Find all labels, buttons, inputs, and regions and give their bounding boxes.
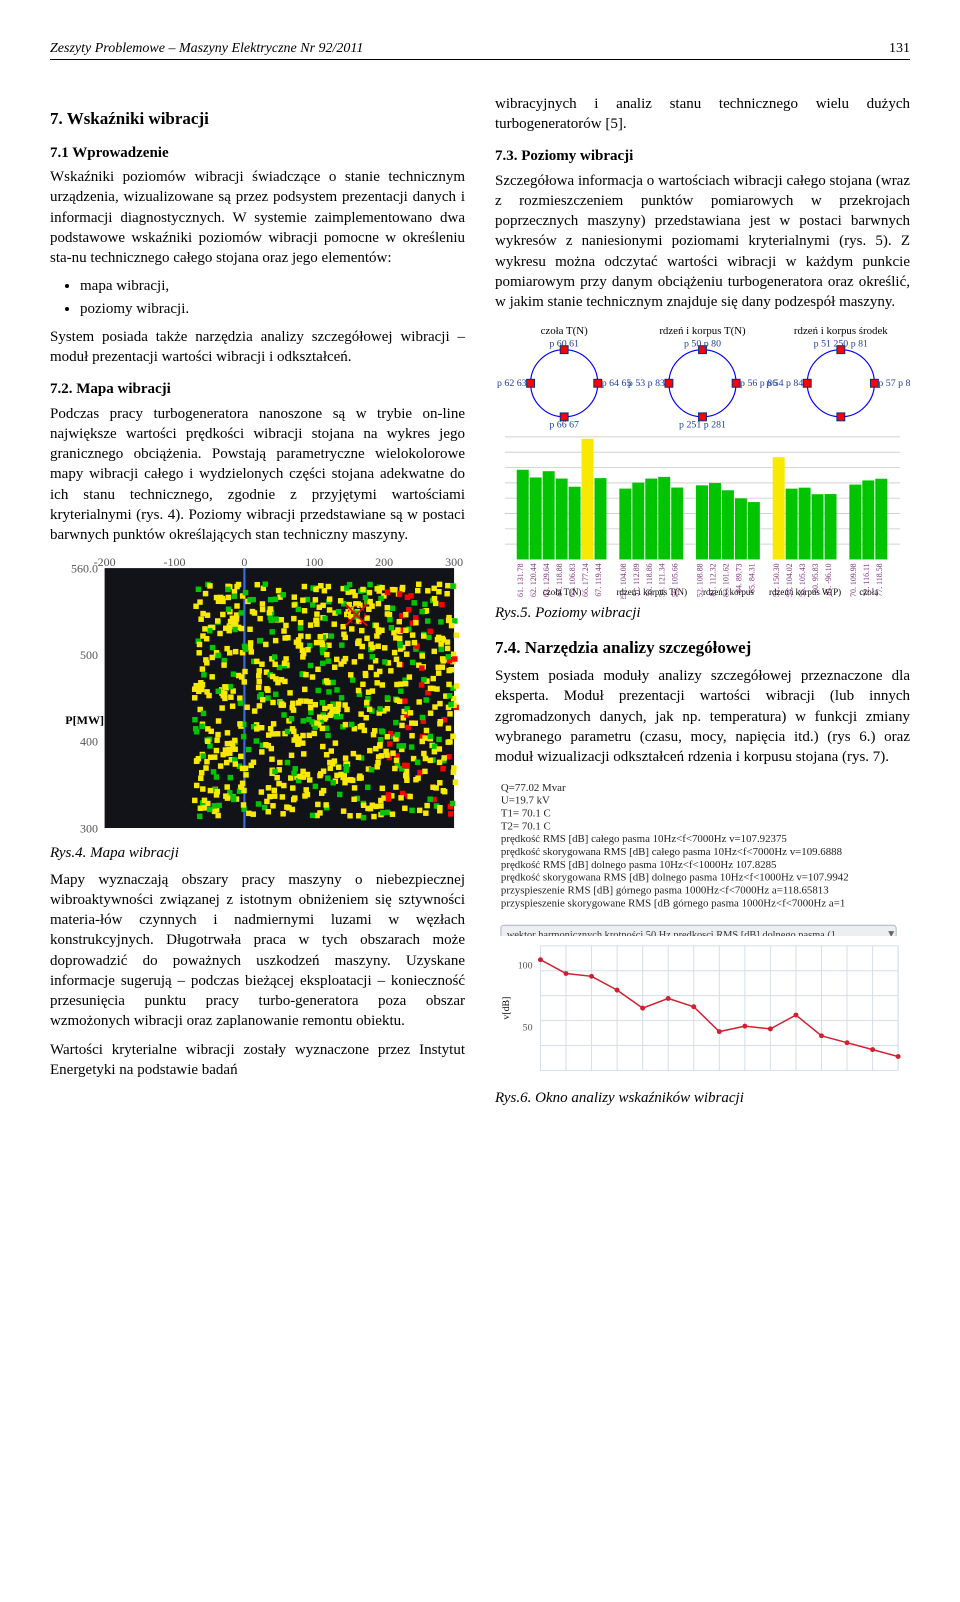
svg-text:p 51 250 p 81: p 51 250 p 81 <box>814 339 868 350</box>
svg-text:rdzeń i korpus W(P): rdzeń i korpus W(P) <box>769 587 841 597</box>
para-cont: wibracyjnych i analiz stanu technicznego… <box>495 94 910 135</box>
svg-text:p 53 p 83: p 53 p 83 <box>628 379 665 390</box>
figure-6: Q=77.02 MvarU=19.7 kVT1= 70.1 CT2= 70.1 … <box>495 777 910 1108</box>
svg-text:p 60 61: p 60 61 <box>549 339 579 350</box>
svg-text:61. 131.78: 61. 131.78 <box>516 563 525 597</box>
figure-4: -200-1000100200300560.0500400300P[MW] Ry… <box>50 555 465 863</box>
svg-text:p 66 67: p 66 67 <box>549 420 579 431</box>
svg-text:560.0: 560.0 <box>71 562 98 576</box>
para-after-fig4b: Wartości kryterialne wibracji zostały wy… <box>50 1040 465 1081</box>
svg-text:rdzeń i korpus środek: rdzeń i korpus środek <box>794 325 888 337</box>
svg-text:400: 400 <box>80 735 98 749</box>
heading-7: 7. Wskaźniki wibracji <box>50 108 465 131</box>
figure-5: czoła T(N)p 60 61p 62 63p 64 65p 66 67rd… <box>495 322 910 623</box>
svg-text:U=19.7 kV: U=19.7 kV <box>501 795 550 807</box>
svg-text:P[MW]: P[MW] <box>65 713 104 727</box>
para-7-1: Wskaźniki poziomów wibracji świadczące o… <box>50 167 465 268</box>
svg-text:p 57 p 87: p 57 p 87 <box>878 379 910 390</box>
fig5-bars-svg: 61. 131.7862. 120.4463. 129.6464. 118.88… <box>495 431 910 599</box>
fig6-caption: Rys.6. Okno analizy wskaźników wibracji <box>495 1088 910 1108</box>
journal-title: Zeszyty Problemowe – Maszyny Elektryczne… <box>50 40 363 59</box>
svg-text:-100: -100 <box>164 555 186 569</box>
svg-text:prędkość RMS [dB] dolnego pasm: prędkość RMS [dB] dolnego pasma 10Hz<f<1… <box>501 859 777 871</box>
svg-text:v[dB]: v[dB] <box>501 996 512 1019</box>
svg-text:p 251 p 281: p 251 p 281 <box>679 420 726 431</box>
left-column: 7. Wskaźniki wibracji 7.1 Wprowadzenie W… <box>50 94 465 1114</box>
para-7-4: System posiada moduły analizy szczegółow… <box>495 666 910 767</box>
fig6-readout-svg: Q=77.02 MvarU=19.7 kVT1= 70.1 CT2= 70.1 … <box>495 777 910 935</box>
svg-text:p 50 p 80: p 50 p 80 <box>684 339 721 350</box>
svg-text:prędkość skorygowana RMS [dB]: prędkość skorygowana RMS [dB] całego pas… <box>501 847 843 859</box>
fig5-caption: Rys.5. Poziomy wibracji <box>495 603 910 623</box>
list-item: poziomy wibracji. <box>80 299 465 319</box>
svg-text:70. 109.98: 70. 109.98 <box>849 563 858 597</box>
fig6-chart-svg: 100 50 v[dB] <box>495 936 910 1084</box>
bullet-list: mapa wibracji, poziomy wibracji. <box>80 276 465 319</box>
svg-text:200: 200 <box>375 555 393 569</box>
svg-text:p 54 p 84: p 54 p 84 <box>766 379 803 390</box>
fig5-circles-svg: czoła T(N)p 60 61p 62 63p 64 65p 66 67rd… <box>495 322 910 431</box>
svg-text:Q=77.02 Mvar: Q=77.02 Mvar <box>501 782 566 794</box>
list-item: mapa wibracji, <box>80 276 465 296</box>
para-7-2: Podczas pracy turbogeneratora nanoszone … <box>50 404 465 546</box>
svg-text:67. 119.44: 67. 119.44 <box>594 563 603 596</box>
svg-text:62. 120.44: 62. 120.44 <box>529 563 538 597</box>
svg-text:przyspieszenie RMS [dB] górneg: przyspieszenie RMS [dB] górnego pasma 10… <box>501 885 829 897</box>
heading-7-1: 7.1 Wprowadzenie <box>50 143 465 163</box>
para-7-3: Szczegółowa informacja o wartościach wib… <box>495 171 910 313</box>
fig4-caption: Rys.4. Mapa wibracji <box>50 843 465 863</box>
svg-text:czoła T(N): czoła T(N) <box>541 325 589 337</box>
page-number: 131 <box>889 40 910 59</box>
svg-text:czoła T(N): czoła T(N) <box>543 587 582 597</box>
heading-7-3: 7.3. Poziomy wibracji <box>495 146 910 166</box>
svg-text:0: 0 <box>241 555 247 569</box>
svg-text:rdzeń i korpus T(N): rdzeń i korpus T(N) <box>616 587 687 597</box>
svg-text:100: 100 <box>518 960 533 971</box>
svg-text:wektor harmonicznych krotności: wektor harmonicznych krotności 50 Hz pre… <box>507 931 836 936</box>
right-column: wibracyjnych i analiz stanu technicznego… <box>495 94 910 1114</box>
running-header: Zeszyty Problemowe – Maszyny Elektryczne… <box>50 40 910 64</box>
svg-text:p 62 63: p 62 63 <box>497 379 527 390</box>
svg-text:rdzeń i korpus T(N): rdzeń i korpus T(N) <box>659 325 746 337</box>
fig4-svg: -200-1000100200300560.0500400300P[MW] <box>50 555 465 839</box>
para-after-fig4: Mapy wyznaczają obszary pracy maszyny o … <box>50 870 465 1032</box>
svg-text:50: 50 <box>523 1022 533 1033</box>
svg-text:100: 100 <box>305 555 323 569</box>
svg-text:czoła: czoła <box>859 587 878 597</box>
svg-text:T1= 70.1 C: T1= 70.1 C <box>501 808 551 820</box>
svg-text:300: 300 <box>445 555 463 569</box>
svg-text:prędkość RMS [dB] całego pasma: prędkość RMS [dB] całego pasma 10Hz<f<70… <box>501 834 787 846</box>
svg-text:prędkość skorygowana RMS [dB]: prędkość skorygowana RMS [dB] dolnego pa… <box>501 872 849 884</box>
svg-text:66. 177.24: 66. 177.24 <box>581 563 590 597</box>
heading-7-4: 7.4. Narzędzia analizy szczegółowej <box>495 637 910 660</box>
svg-text:300: 300 <box>80 822 98 836</box>
heading-7-2: 7.2. Mapa wibracji <box>50 379 465 399</box>
para-7-1b: System posiada także narzędzia analizy s… <box>50 327 465 368</box>
svg-text:500: 500 <box>80 648 98 662</box>
svg-text:T2= 70.1 C: T2= 70.1 C <box>501 821 551 833</box>
svg-text:przyspieszenie skorygowane RMS: przyspieszenie skorygowane RMS [dB górne… <box>501 898 845 910</box>
svg-text:rdzeń i korpus: rdzeń i korpus <box>703 587 754 597</box>
